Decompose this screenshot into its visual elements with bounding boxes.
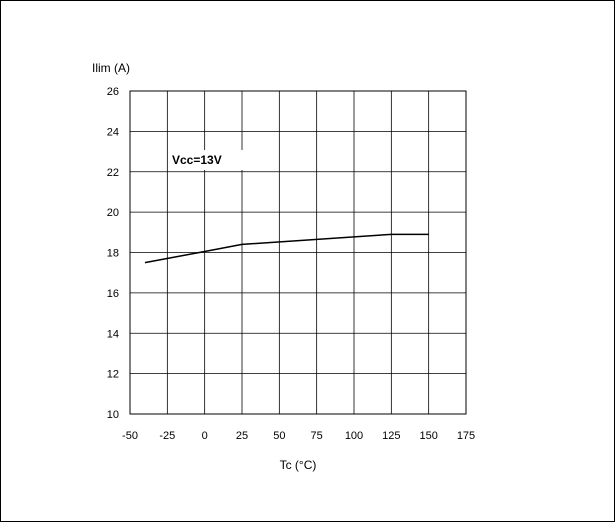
x-tick-label: 75	[311, 430, 323, 442]
y-tick-label: 24	[107, 126, 119, 138]
x-tick-label: 125	[382, 430, 400, 442]
y-tick-label: 10	[107, 409, 119, 421]
y-tick-label: 18	[107, 248, 119, 260]
x-tick-label: 150	[419, 430, 437, 442]
y-tick-label: 14	[107, 328, 119, 340]
grid	[129, 90, 467, 415]
y-tick-label: 22	[107, 167, 119, 179]
y-tick-labels: 10 12 14 16 18 20 22 24 26	[107, 86, 119, 421]
x-tick-label: 25	[236, 430, 248, 442]
y-tick-label: 16	[107, 288, 119, 300]
y-axis-title: Ilim (A)	[92, 61, 130, 75]
annotation-vcc: Vcc=13V	[172, 153, 222, 167]
series-line	[144, 233, 429, 264]
y-tick-label: 20	[107, 207, 119, 219]
x-axis-title: Tc (°C)	[280, 458, 317, 472]
y-tick-label: 12	[107, 369, 119, 381]
x-tick-label: 175	[457, 430, 475, 442]
x-tick-label: 0	[202, 430, 208, 442]
x-tick-label: -25	[159, 430, 175, 442]
x-tick-labels: -50 -25 0 25 50 75 100 125 150 175	[122, 430, 475, 442]
x-tick-label: 100	[345, 430, 363, 442]
x-tick-label: -50	[122, 430, 138, 442]
y-tick-label: 26	[107, 86, 119, 98]
annotation-background	[170, 150, 254, 170]
x-tick-label: 50	[273, 430, 285, 442]
